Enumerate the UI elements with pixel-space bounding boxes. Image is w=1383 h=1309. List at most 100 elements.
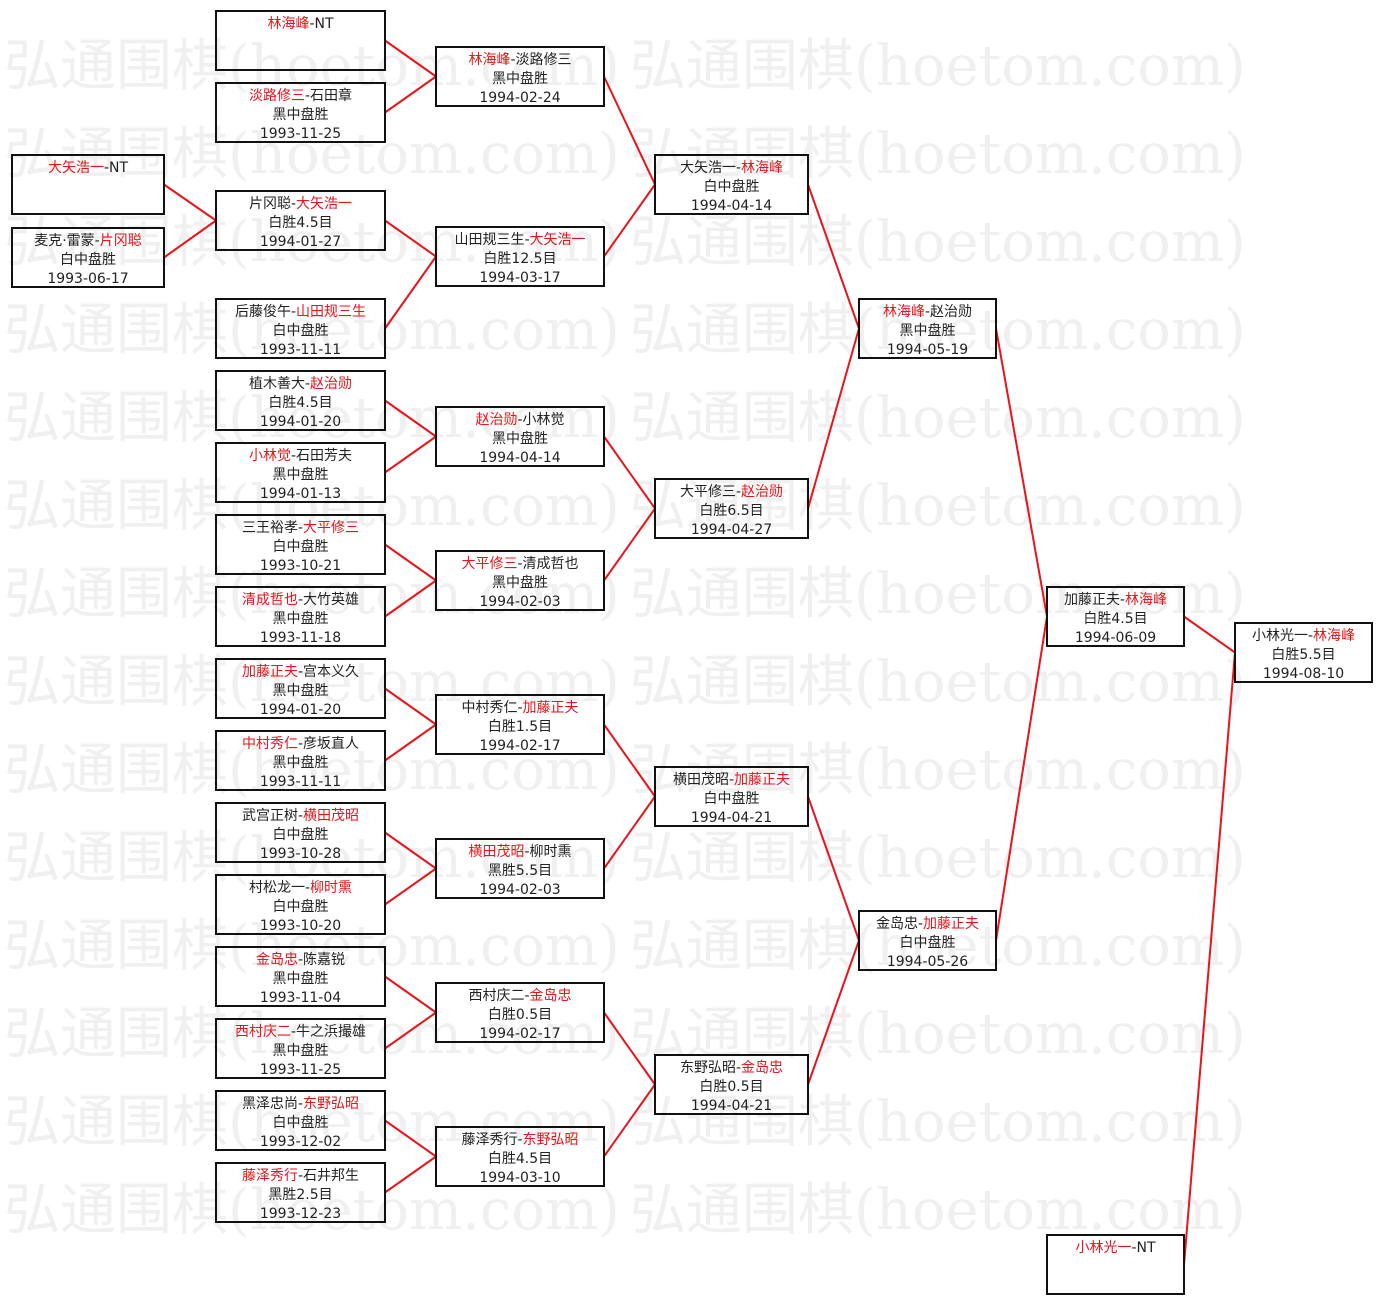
separator: - (510, 52, 516, 68)
separator: - (297, 808, 304, 824)
match-date: 1994-01-13 (259, 486, 342, 502)
match-box[interactable]: 金岛忠-加藤正夫 白中盘胜 1994-05-26 (858, 910, 997, 971)
match-box[interactable]: 横田茂昭-加藤正夫 白中盘胜 1994-04-21 (654, 766, 809, 827)
match-box[interactable]: 林海峰-NT (215, 10, 386, 71)
match-box[interactable]: 片冈聪-大矢浩一 白胜4.5目 1994-01-27 (215, 190, 386, 251)
match-box[interactable]: 横田茂昭-柳时熏 黑胜5.5目 1994-02-03 (435, 838, 605, 899)
match-result: 白胜6.5目 (699, 503, 764, 519)
match-box[interactable]: 麦克·雷蒙-片冈聪 白中盘胜 1993-06-17 (11, 227, 165, 288)
watermark-text: 弘通围棋(hoetom.com) (4, 210, 620, 275)
match-box[interactable]: 东野弘昭-金岛忠 白胜0.5目 1994-04-21 (654, 1054, 809, 1115)
match-box[interactable]: 淡路修三-石田章 黑中盘胜 1993-11-25 (215, 82, 386, 143)
bracket-connector-line (603, 795, 656, 870)
match-box[interactable]: 三王裕孝-大平修三 白中盘胜 1993-10-21 (215, 514, 386, 575)
player-2: NT (109, 160, 129, 176)
bracket-connector-line (384, 867, 437, 906)
player-1: 大矢浩一 (47, 160, 104, 176)
watermark-text: 弘通围棋(hoetom.com) (629, 650, 1246, 715)
match-box[interactable]: 大平修三-清成哲也 黑中盘胜 1994-02-03 (435, 550, 605, 611)
match-box[interactable]: 藤泽秀行-石井邦生 黑胜2.5目 1993-12-23 (215, 1162, 386, 1223)
match-players: 小林光一-NT (1048, 1239, 1183, 1258)
separator: - (304, 88, 311, 104)
match-box[interactable]: 中村秀仁-加藤正夫 白胜1.5目 1994-02-17 (435, 694, 605, 755)
separator: - (290, 196, 297, 212)
match-players: 植木善大-赵治勋 (217, 375, 384, 394)
match-date: 1993-06-17 (47, 271, 129, 287)
watermark-text: 弘通围棋(hoetom.com) (629, 1090, 1246, 1155)
match-players: 横田茂昭-加藤正夫 (656, 771, 807, 790)
match-players: 横田茂昭-柳时熏 (437, 843, 603, 862)
bracket-connector-line (1183, 652, 1236, 1265)
match-date: 1994-02-24 (479, 90, 561, 106)
player-2: 石田芳夫 (296, 448, 353, 464)
match-players: 村松龙一-柳时熏 (217, 879, 384, 898)
watermark-text: 弘通围棋(hoetom.com) (629, 914, 1246, 979)
match-box[interactable]: 金岛忠-陈嘉锐 黑中盘胜 1993-11-04 (215, 946, 386, 1007)
match-box[interactable]: 西村庆二-牛之浜撮雄 黑中盘胜 1993-11-25 (215, 1018, 386, 1079)
watermark-text: 弘通围棋(hoetom.com) (629, 386, 1246, 451)
separator: - (517, 700, 523, 716)
match-date: 1993-12-23 (259, 1206, 342, 1222)
player-1: 小林光一 (1075, 1240, 1132, 1256)
player-1: 林海峰 (468, 52, 511, 68)
bracket-connector-line (603, 1011, 656, 1086)
separator: - (524, 988, 530, 1004)
match-box[interactable]: 大矢浩一-林海峰 白中盘胜 1994-04-14 (654, 154, 809, 215)
player-2: 淡路修三 (515, 52, 572, 68)
match-box[interactable]: 西村庆二-金岛忠 白胜0.5目 1994-02-17 (435, 982, 605, 1043)
player-2: 东野弘昭 (303, 1096, 360, 1112)
match-box[interactable]: 中村秀仁-彦坂直人 黑中盘胜 1993-11-11 (215, 730, 386, 791)
separator: - (297, 1096, 304, 1112)
separator: - (924, 304, 931, 320)
match-box[interactable]: 植木善大-赵治勋 白胜4.5目 1994-01-20 (215, 370, 386, 431)
match-result: 黑胜2.5目 (268, 1187, 333, 1203)
player-1: 加藤正夫 (241, 664, 298, 680)
player-1: 清成哲也 (241, 592, 298, 608)
match-date: 1993-12-02 (259, 1134, 342, 1150)
player-1: 三王裕孝 (241, 520, 298, 536)
match-box[interactable]: 林海峰-赵治勋 黑中盘胜 1994-05-19 (858, 298, 997, 359)
separator: - (735, 484, 742, 500)
player-2: 宫本义久 (303, 664, 360, 680)
player-1: 武宫正树 (241, 808, 298, 824)
match-box[interactable]: 小林觉-石田芳夫 黑中盘胜 1994-01-13 (215, 442, 386, 503)
watermark-row: 弘通围棋(hoetom.com) 弘通围棋(hoetom.com) (4, 912, 1256, 982)
match-result: 白中盘胜 (899, 935, 956, 951)
separator: - (1131, 1240, 1137, 1256)
match-box[interactable]: 赵治勋-小林觉 黑中盘胜 1994-04-14 (435, 406, 605, 467)
match-box[interactable]: 小林光一-NT (1046, 1234, 1185, 1295)
player-2: 石田章 (310, 88, 353, 104)
player-1: 大平修三 (461, 556, 518, 572)
match-result: 白中盘胜 (703, 791, 760, 807)
player-1: 植木善大 (248, 376, 305, 392)
match-box[interactable]: 林海峰-淡路修三 黑中盘胜 1994-02-24 (435, 46, 605, 107)
match-box[interactable]: 黑泽忠尚-东野弘昭 白中盘胜 1993-12-02 (215, 1090, 386, 1151)
player-2: 加藤正夫 (734, 772, 791, 788)
watermark-text: 弘通围棋(hoetom.com) (4, 1002, 620, 1067)
player-1: 村松龙一 (248, 880, 305, 896)
match-box[interactable]: 大平修三-赵治勋 白胜6.5目 1994-04-27 (654, 478, 809, 539)
match-result: 白胜5.5目 (1271, 647, 1336, 663)
match-box[interactable]: 清成哲也-大竹英雄 黑中盘胜 1993-11-18 (215, 586, 386, 647)
match-box[interactable]: 武宫正树-横田茂昭 白中盘胜 1993-10-28 (215, 802, 386, 863)
match-box[interactable]: 大矢浩一-NT (11, 154, 165, 215)
match-box[interactable]: 加藤正夫-宫本义久 黑中盘胜 1994-01-20 (215, 658, 386, 719)
match-date: 1993-11-04 (259, 990, 342, 1006)
match-box[interactable]: 加藤正夫-林海峰 白胜4.5目 1994-06-09 (1046, 586, 1185, 647)
match-date: 1994-05-19 (886, 342, 969, 358)
match-players: 中村秀仁-彦坂直人 (217, 735, 384, 754)
match-players: 武宫正树-横田茂昭 (217, 807, 384, 826)
match-date: 1994-02-17 (479, 1026, 561, 1042)
match-box[interactable]: 小林光一-林海峰 白胜5.5目 1994-08-10 (1234, 622, 1373, 683)
watermark-row: 弘通围棋(hoetom.com) 弘通围棋(hoetom.com) (4, 384, 1256, 454)
bracket-connector-line (384, 723, 437, 762)
match-result: 黑中盘胜 (899, 323, 956, 339)
match-box[interactable]: 藤泽秀行-东野弘昭 白胜4.5目 1994-03-10 (435, 1126, 605, 1187)
match-box[interactable]: 村松龙一-柳时熏 白中盘胜 1993-10-20 (215, 874, 386, 935)
match-date: 1993-11-25 (259, 1062, 342, 1078)
match-box[interactable]: 后藤俊午-山田规三生 白中盘胜 1993-11-11 (215, 298, 386, 359)
match-players: 山田规三生-大矢浩一 (437, 231, 603, 250)
match-box[interactable]: 山田规三生-大矢浩一 白胜12.5目 1994-03-17 (435, 226, 605, 287)
